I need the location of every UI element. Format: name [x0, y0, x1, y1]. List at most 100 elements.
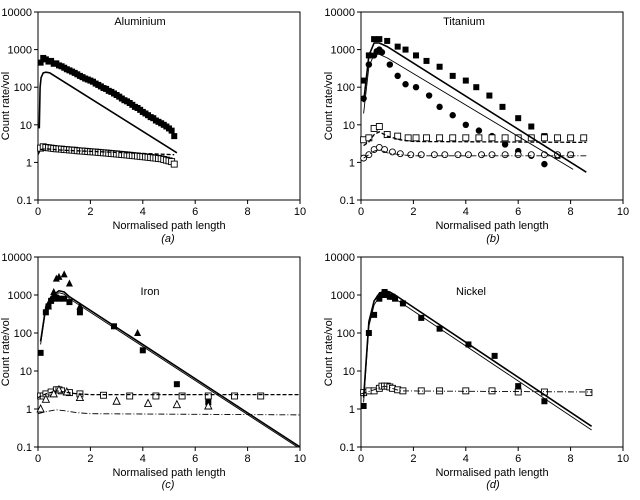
data-point: [402, 81, 409, 88]
y-tick-label: 1: [349, 157, 355, 169]
y-tick-label: 1000: [331, 290, 355, 302]
data-point: [36, 403, 45, 413]
x-axis-label: Normalised path length: [435, 467, 548, 479]
panel-caption: (a): [161, 233, 175, 245]
series-line: [363, 149, 587, 159]
data-point: [134, 329, 142, 336]
x-tick-label: 2: [410, 206, 416, 218]
series-line: [38, 409, 300, 416]
y-tick-label: 1: [26, 404, 32, 416]
data-point: [449, 72, 456, 79]
y-axis-label: Count rate/vol: [323, 72, 335, 140]
data-point: [540, 134, 548, 142]
data-point: [423, 134, 430, 142]
data-point: [371, 36, 378, 43]
data-point: [585, 389, 593, 397]
data-point: [473, 84, 480, 91]
panel-caption: (b): [486, 233, 500, 245]
y-tick-label: 10000: [324, 252, 355, 264]
series-line: [363, 293, 592, 431]
x-axis-label: Normalised path length: [112, 220, 225, 232]
y-tick-label: 0.1: [17, 442, 32, 454]
data-point: [49, 388, 58, 398]
x-tick-label: 0: [35, 206, 41, 218]
y-tick-label: 1000: [331, 45, 355, 57]
data-point: [204, 392, 212, 400]
y-tick-label: 10: [343, 120, 355, 132]
data-point: [178, 392, 186, 400]
x-tick-label: 6: [515, 453, 521, 465]
data-point: [417, 151, 425, 159]
data-point: [567, 151, 575, 159]
y-tick-label: 10000: [1, 7, 32, 19]
data-point: [528, 123, 535, 130]
panel-a: 0 2 4 6 8 10 0.1 1 10 100 1000 10000 Aluminium Normal…: [0, 7, 306, 245]
y-tick-label: 1: [26, 157, 32, 169]
data-point: [44, 302, 52, 310]
y-tick-label: 100: [337, 328, 355, 340]
data-point: [527, 151, 535, 159]
data-point: [100, 391, 107, 399]
data-point: [76, 309, 83, 316]
data-point: [462, 77, 469, 84]
data-point: [475, 127, 483, 134]
data-point: [61, 295, 68, 302]
data-point: [413, 52, 420, 59]
data-point: [37, 59, 44, 66]
data-point: [172, 399, 182, 409]
data-point: [139, 347, 146, 354]
data-point: [554, 134, 561, 142]
data-point: [418, 314, 425, 321]
panel-caption: (d): [486, 479, 500, 491]
data-point: [112, 396, 121, 405]
data-point: [501, 141, 509, 148]
data-point: [55, 295, 62, 302]
x-tick-label: 10: [617, 453, 629, 465]
y-tick-label: 0.1: [17, 195, 32, 207]
x-tick-label: 0: [358, 453, 364, 465]
y-tick-label: 0.1: [340, 442, 355, 454]
plot-frame: [360, 11, 624, 201]
data-point: [75, 392, 85, 402]
data-point: [371, 311, 378, 318]
y-tick-label: 1000: [8, 290, 32, 302]
series-line: [362, 42, 587, 173]
series-line: [361, 385, 592, 395]
y-tick-label: 0.1: [340, 195, 355, 207]
x-tick-label: 0: [358, 206, 364, 218]
x-tick-label: 4: [140, 206, 146, 218]
data-point: [488, 151, 496, 159]
y-tick-label: 1: [349, 404, 355, 416]
data-point: [376, 36, 383, 43]
data-point: [394, 72, 401, 80]
data-point: [425, 92, 433, 99]
data-point: [360, 77, 367, 84]
data-point: [541, 160, 548, 168]
data-point: [423, 57, 430, 64]
series-line: [363, 131, 587, 147]
y-tick-label: 10: [20, 366, 32, 378]
data-point: [394, 43, 401, 50]
data-point: [436, 103, 443, 111]
data-point: [378, 49, 386, 56]
data-point: [257, 392, 265, 400]
series-line: [38, 148, 175, 156]
series-line: [39, 289, 300, 447]
y-tick-label: 100: [14, 328, 32, 340]
data-point: [376, 295, 383, 302]
y-tick-label: 10: [343, 366, 355, 378]
data-point: [152, 392, 160, 400]
y-axis-label: Count rate/vol: [323, 318, 335, 386]
data-point: [37, 349, 44, 356]
data-point: [501, 151, 509, 159]
data-point: [541, 398, 548, 405]
y-axis-label: Count rate/vol: [0, 72, 12, 140]
data-point: [170, 160, 178, 168]
panel-b: 0 2 4 6 8 10 0.1 1 10 100 1000 10000 Titanium Normali…: [323, 7, 629, 245]
data-point: [171, 133, 178, 140]
data-point: [499, 103, 506, 110]
data-point: [173, 381, 180, 388]
data-point: [65, 279, 73, 287]
data-point: [407, 151, 415, 159]
data-point: [491, 352, 498, 359]
